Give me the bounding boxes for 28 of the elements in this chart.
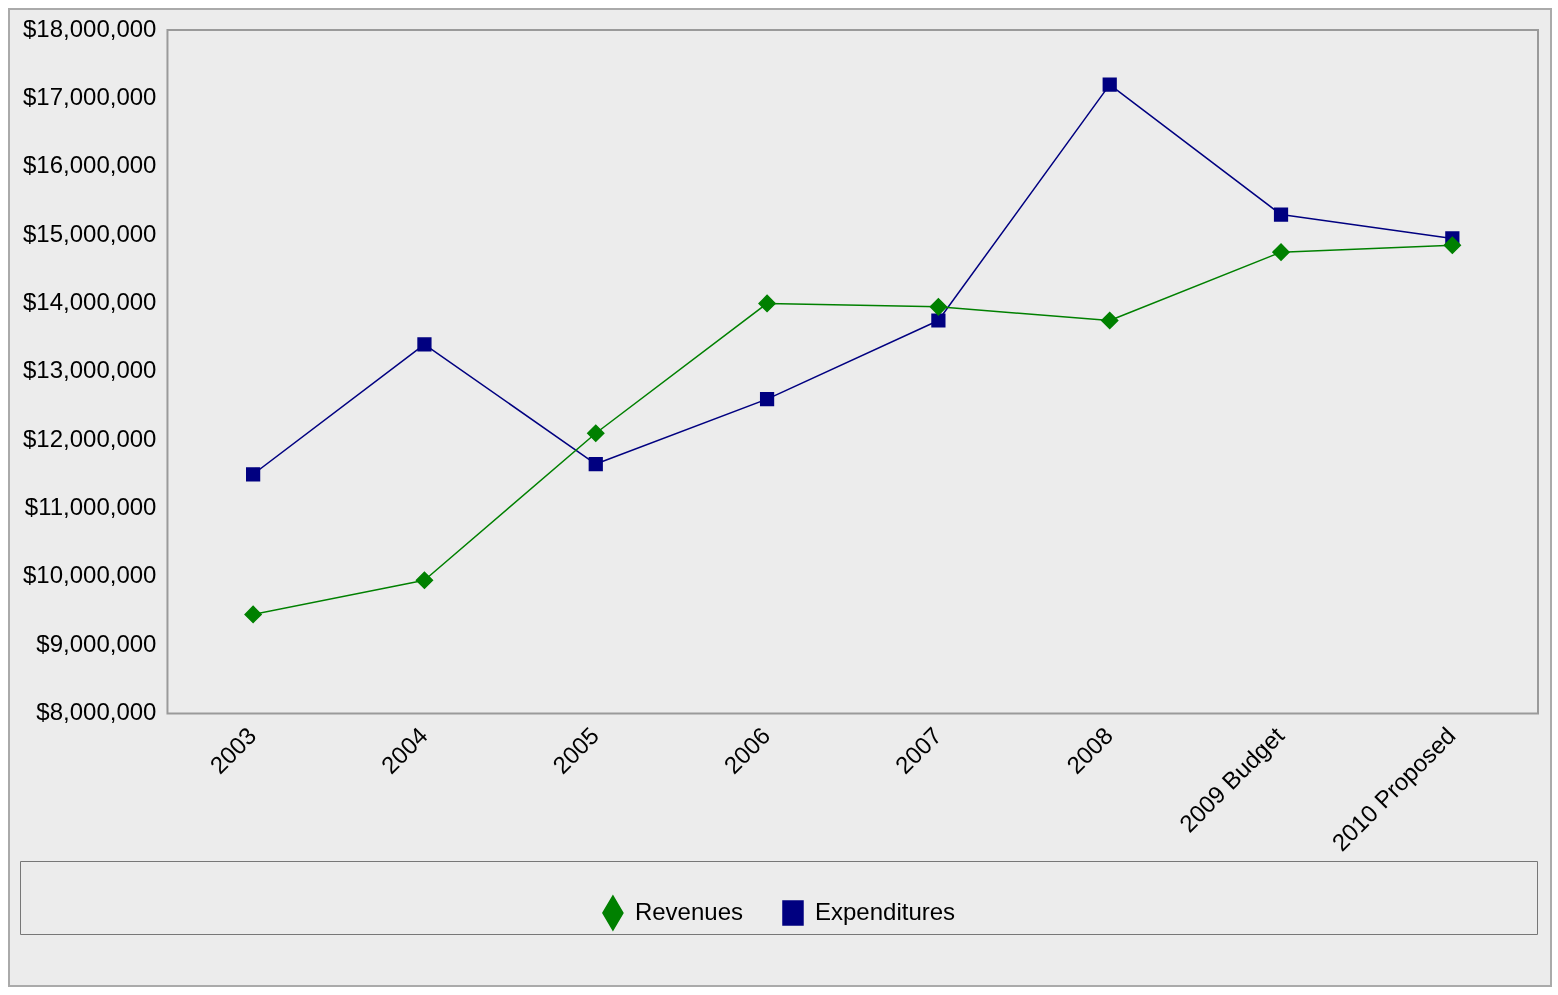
point [758, 294, 776, 313]
point [246, 467, 261, 482]
y-tick-label: $17,000,000 [23, 82, 157, 110]
point [415, 571, 434, 589]
point [929, 298, 948, 316]
point [1100, 311, 1119, 330]
y-tick-label: $8,000,000 [36, 698, 157, 726]
y-tick-label: $10,000,000 [23, 561, 157, 589]
point [588, 456, 603, 472]
legend-label: Revenues [634, 897, 743, 925]
point [1102, 77, 1117, 92]
point [417, 337, 432, 352]
point [1443, 236, 1462, 255]
y-tick-label: $14,000,000 [23, 288, 157, 316]
point [587, 424, 605, 443]
legend-label: Expenditures [814, 897, 956, 925]
point [1273, 207, 1289, 222]
point [931, 313, 946, 328]
y-tick-label: $13,000,000 [23, 356, 157, 384]
point [759, 391, 775, 407]
point [1272, 243, 1290, 261]
y-tick-label: $11,000,000 [24, 493, 157, 521]
y-tick-label: $12,000,000 [23, 424, 157, 452]
y-tick-label: $15,000,000 [23, 219, 157, 247]
point [244, 605, 262, 624]
y-tick-label: $16,000,000 [23, 151, 157, 179]
y-tick-label: $18,000,000 [23, 14, 157, 42]
y-tick-label: $9,000,000 [36, 629, 157, 657]
